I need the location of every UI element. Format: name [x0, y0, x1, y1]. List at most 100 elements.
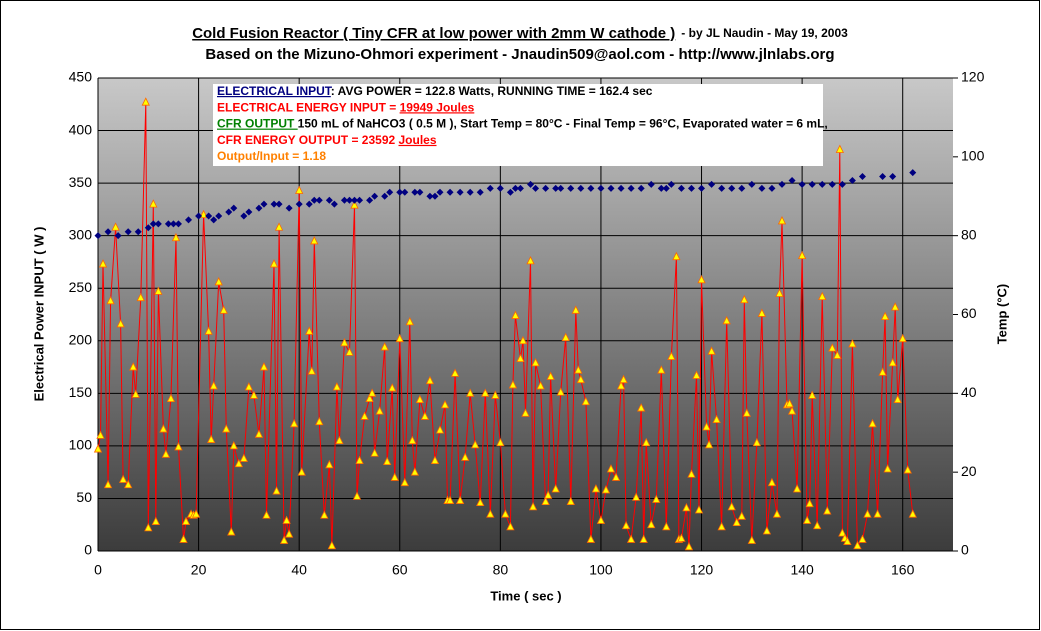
- temp-point: [205, 212, 213, 220]
- power-point: [405, 316, 414, 326]
- temp-point: [627, 184, 635, 192]
- power-point: [274, 222, 284, 231]
- power-point: [154, 286, 163, 295]
- power-point: [596, 515, 606, 524]
- power-point: [229, 440, 238, 450]
- power-point: [621, 520, 631, 530]
- power-point: [340, 337, 349, 347]
- temp-point: [647, 180, 655, 188]
- power-point: [732, 517, 741, 527]
- power-point: [390, 472, 399, 481]
- x-tick-label: 160: [891, 562, 915, 578]
- power-point: [466, 388, 475, 397]
- temp-point: [758, 184, 766, 192]
- y-tick-label: 50: [76, 489, 92, 505]
- power-point: [903, 465, 912, 474]
- annotation-text: : AVG POWER = 122.8 Watts, RUNNING TIME …: [331, 84, 653, 98]
- power-point: [96, 430, 105, 439]
- power-point: [408, 435, 417, 445]
- temp-point: [124, 228, 132, 236]
- power-point: [400, 477, 409, 487]
- temp-point: [677, 184, 685, 192]
- annotation-text: 150 mL of NaHCO3 ( 0.5 M ), Start Temp =…: [298, 117, 828, 131]
- chart-subtitle: Based on the Mizuno-Ohmori experiment - …: [205, 46, 834, 63]
- y-tick-label: 400: [69, 121, 93, 137]
- power-point: [501, 509, 510, 518]
- power-point: [556, 387, 565, 396]
- power-point: [370, 448, 379, 457]
- power-point: [792, 484, 802, 493]
- power-point: [360, 411, 369, 420]
- y-tick-label: 200: [69, 331, 93, 347]
- power-point: [284, 529, 294, 538]
- power-point: [227, 527, 236, 536]
- temp-point: [667, 180, 675, 188]
- annotation-text: Joules: [399, 133, 437, 147]
- power-point: [365, 393, 374, 402]
- power-point: [883, 464, 892, 473]
- power-point: [103, 479, 113, 489]
- power-point: [350, 200, 359, 209]
- annotation-box: [213, 84, 823, 166]
- power-point: [818, 291, 827, 301]
- power-point: [639, 534, 648, 543]
- power-point: [307, 366, 316, 375]
- temp-point: [542, 184, 550, 192]
- power-point: [692, 370, 701, 379]
- annotation-line: ELECTRICAL INPUT: AVG POWER = 122.8 Watt…: [217, 84, 653, 98]
- power-point: [239, 453, 249, 462]
- temp-point: [828, 180, 836, 188]
- power-point: [606, 464, 616, 473]
- power-point: [262, 510, 271, 519]
- temp-point: [315, 196, 323, 204]
- temp-point: [285, 204, 293, 212]
- temp-point: [225, 208, 233, 216]
- power-point: [712, 414, 721, 424]
- power-point: [98, 259, 108, 268]
- power-point: [775, 288, 784, 297]
- y-tick-label: 0: [84, 542, 92, 558]
- power-point: [772, 509, 782, 518]
- power-point: [297, 467, 306, 476]
- power-point: [571, 305, 580, 314]
- title-byline: - by JL Naudin - May 19, 2003: [681, 26, 848, 40]
- power-point: [279, 535, 289, 544]
- temp-point: [486, 184, 494, 192]
- temp-point: [371, 192, 379, 200]
- power-point: [536, 381, 545, 390]
- power-point: [813, 520, 822, 530]
- power-point: [174, 442, 183, 451]
- temp-point: [818, 180, 826, 188]
- power-point: [863, 509, 872, 518]
- temp-point: [396, 188, 404, 196]
- power-point: [435, 425, 445, 434]
- power-point: [601, 485, 611, 494]
- temp-point: [516, 184, 524, 192]
- power-point: [891, 302, 900, 311]
- power-point: [455, 495, 465, 504]
- temp-point: [401, 188, 409, 196]
- power-point: [528, 501, 538, 511]
- temp-point: [496, 184, 504, 192]
- power-point: [383, 456, 392, 466]
- x-tick-label: 100: [589, 562, 613, 578]
- temp-point: [340, 196, 348, 204]
- y-axis-label: Electrical Power INPUT ( W ): [31, 227, 46, 402]
- power-point: [797, 250, 807, 260]
- temp-point: [848, 176, 856, 184]
- power-point: [471, 439, 480, 449]
- temp-point: [718, 184, 726, 192]
- power-point: [491, 390, 500, 399]
- temp-point: [325, 196, 333, 204]
- temp-point: [185, 216, 193, 224]
- power-point: [295, 185, 304, 194]
- power-point: [835, 144, 844, 153]
- y2-tick-label: 20: [961, 463, 977, 479]
- temp-point: [738, 184, 746, 192]
- power-point: [375, 406, 384, 415]
- power-point: [388, 383, 397, 392]
- power-point: [619, 374, 628, 384]
- power-point: [707, 346, 716, 355]
- power-point: [460, 452, 470, 461]
- power-point: [289, 418, 299, 428]
